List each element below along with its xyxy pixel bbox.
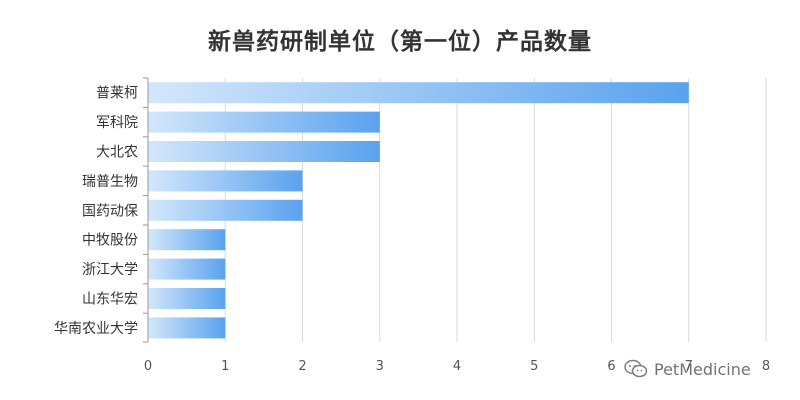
bars: [148, 82, 689, 339]
bar: [148, 317, 226, 339]
bar: [148, 199, 303, 221]
chart-title: 新兽药研制单位（第一位）产品数量: [208, 29, 592, 55]
x-tick-label: 2: [298, 359, 306, 374]
bar: [148, 288, 226, 309]
bar: [148, 82, 689, 104]
category-label: 普莱柯: [96, 86, 138, 102]
category-label: 浙江大学: [82, 262, 138, 278]
watermark-text: PetMedicine: [654, 359, 751, 379]
x-tick-label: 0: [144, 359, 152, 374]
x-tick-label: 7: [685, 359, 693, 374]
category-label: 大北农: [96, 145, 138, 161]
x-tick-label: 5: [530, 359, 538, 374]
bar: [148, 141, 380, 162]
labels: 0 1 2 3 4 5 6 7 8 普莱柯军科院大北农瑞普生物国药动保中牧股份浙江大学山东华宏华南…: [54, 86, 770, 374]
category-label: 华南农业大学: [54, 321, 138, 337]
category-label: 军科院: [96, 115, 138, 131]
watermark: PetMedicine: [624, 356, 794, 382]
category-label: 瑞普生物: [82, 174, 138, 190]
x-tick-label: 4: [453, 359, 461, 374]
category-label: 国药动保: [82, 203, 138, 219]
bar: [148, 111, 380, 133]
x-tick-label: 6: [607, 359, 615, 374]
x-tick-label: 1: [221, 359, 229, 374]
bar: [148, 258, 226, 280]
bar: [148, 170, 303, 192]
bar: [148, 229, 226, 251]
wechat-icon: [624, 359, 648, 378]
category-label: 中牧股份: [82, 233, 138, 249]
category-label: 山东华宏: [82, 292, 138, 308]
axes: [143, 77, 149, 343]
x-tick-label: 3: [376, 359, 384, 374]
x-tick-label: 8: [762, 359, 770, 374]
